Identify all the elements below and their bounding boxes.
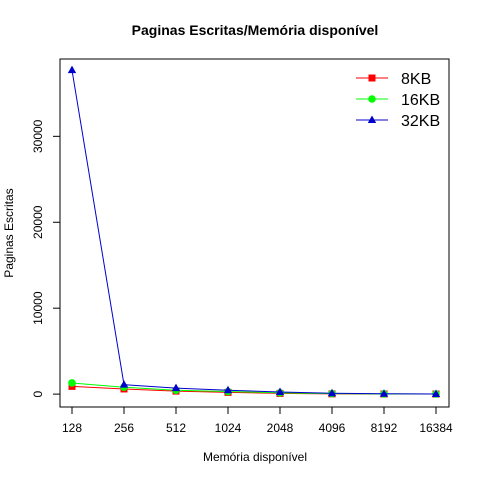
data-point — [68, 379, 76, 387]
y-tick-label: 20000 — [31, 205, 45, 239]
legend-item: 32KB — [356, 113, 440, 130]
legend-label: 16KB — [401, 92, 440, 109]
y-axis-label: Paginas Escritas — [2, 188, 16, 277]
plot-frame — [59, 58, 450, 408]
y-axis: 0 10000 20000 30000 — [31, 119, 60, 397]
data-point — [327, 388, 337, 397]
x-tick-label: 128 — [62, 421, 82, 435]
series-32kb — [67, 65, 441, 397]
x-tick-label: 16384 — [419, 421, 453, 435]
x-tick-label: 1024 — [215, 421, 242, 435]
x-axis: 128 256 512 1024 2048 4096 8192 16384 — [62, 407, 453, 435]
legend-label: 8KB — [401, 71, 431, 88]
y-tick-label: 30000 — [31, 119, 45, 153]
series-line — [71, 70, 437, 395]
legend-marker — [368, 74, 376, 82]
x-tick-label: 512 — [166, 421, 186, 435]
x-tick-label: 4096 — [319, 421, 346, 435]
data-point — [171, 383, 181, 392]
data-point — [379, 389, 389, 397]
legend-marker — [367, 115, 377, 123]
legend-label: 32KB — [401, 113, 440, 130]
series-layer — [67, 65, 441, 398]
legend-item: 8KB — [356, 71, 431, 88]
x-tick-label: 2048 — [267, 421, 294, 435]
chart-title: Paginas Escritas/Memória disponível — [132, 22, 379, 38]
x-tick-label: 8192 — [371, 421, 398, 435]
legend: 8KB 16KB 32KB — [356, 71, 440, 130]
data-point — [431, 389, 441, 397]
data-point — [119, 380, 129, 388]
x-axis-label: Memória disponível — [203, 450, 307, 464]
data-point — [275, 387, 285, 395]
data-point — [223, 385, 233, 394]
legend-item: 16KB — [356, 92, 440, 109]
y-tick-label: 10000 — [31, 291, 45, 325]
y-tick-label: 0 — [31, 390, 45, 397]
legend-marker — [368, 95, 376, 103]
x-tick-label: 256 — [114, 421, 134, 435]
data-point — [67, 65, 77, 74]
